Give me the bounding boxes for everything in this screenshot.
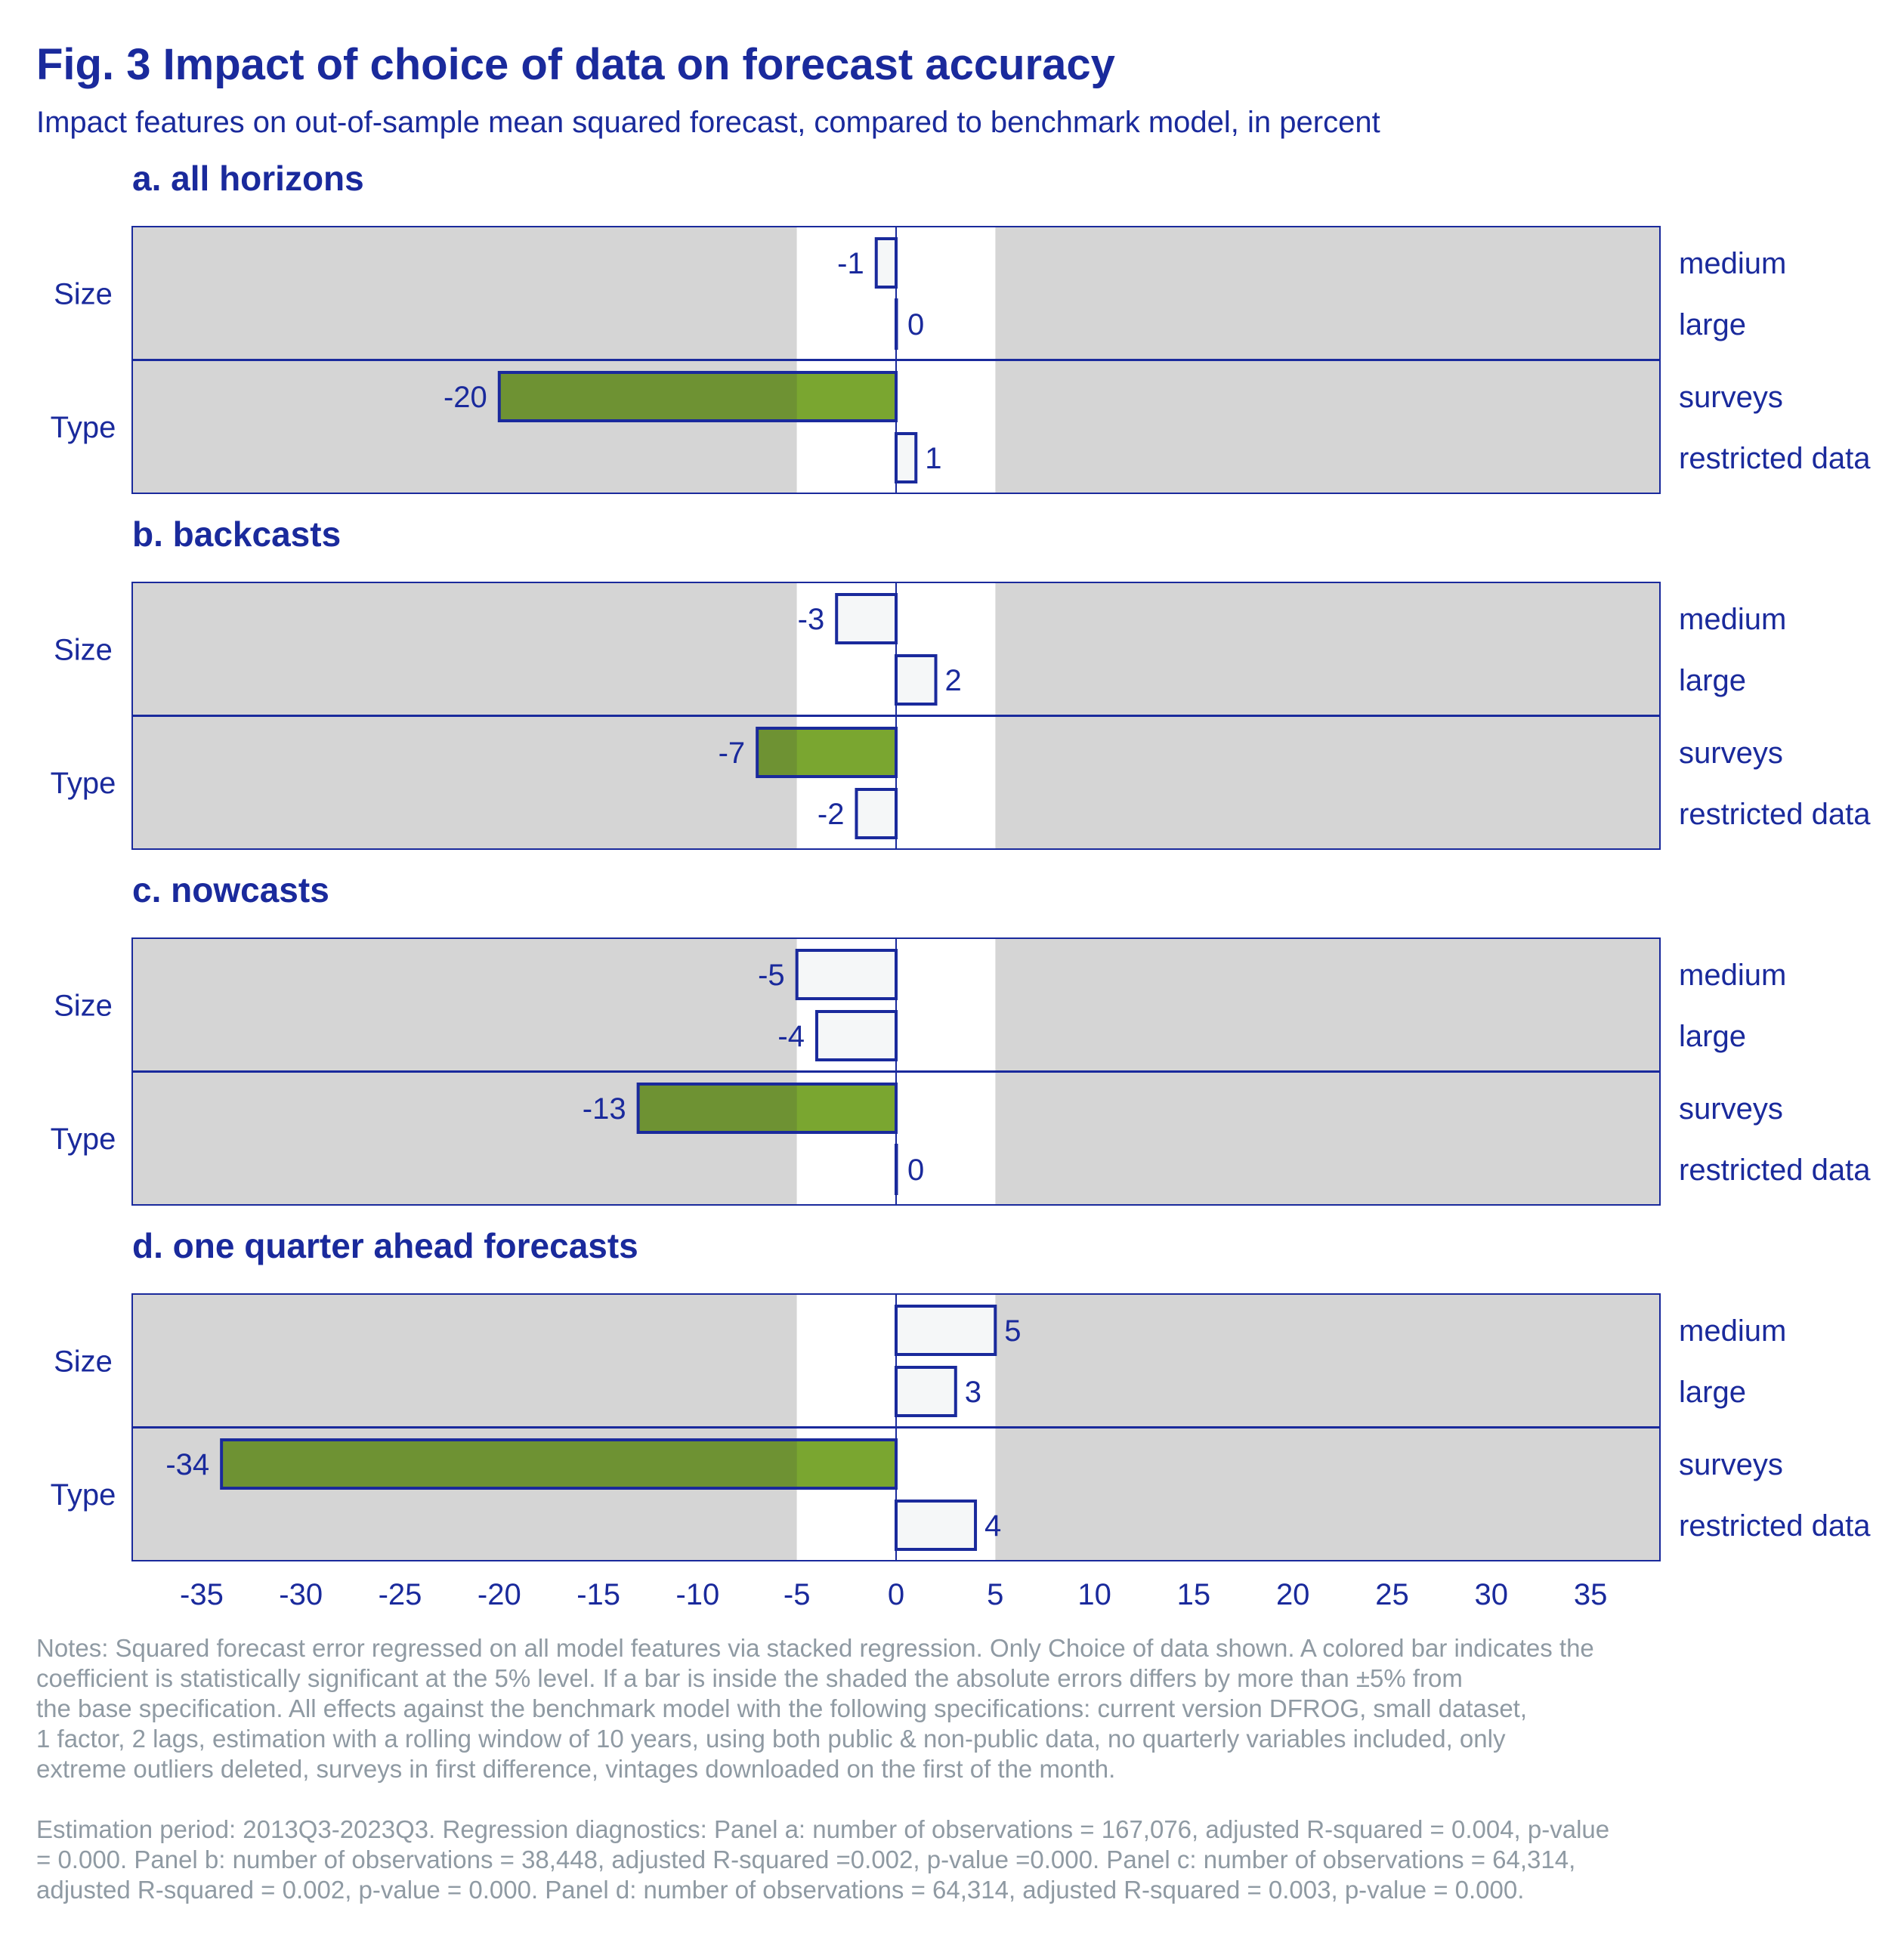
figure-title: Fig. 3 Impact of choice of data on forec… (36, 40, 1115, 89)
x-tick-label: 0 (888, 1578, 904, 1611)
group-label-type: Type (51, 411, 116, 444)
panel-d: d. one quarter ahead forecasts 53 -34 4 Size… (51, 1226, 1871, 1561)
notes-line: coefficient is statistically significant… (36, 1664, 1463, 1692)
bar-1 (814, 1010, 898, 1061)
category-label: restricted data (1679, 798, 1871, 831)
x-tick-label: -25 (379, 1578, 422, 1611)
data-label: -1 (837, 247, 864, 280)
estimation-line: adjusted R-squared = 0.002, p-value = 0.… (36, 1876, 1525, 1904)
data-label: -5 (758, 959, 785, 992)
category-label: medium (1679, 1314, 1786, 1348)
data-label: -3 (798, 603, 825, 636)
figure-subtitle: Impact features on out-of-sample mean sq… (36, 106, 1380, 139)
data-label: -2 (818, 798, 845, 831)
category-label: large (1679, 1376, 1746, 1409)
data-label: 4 (984, 1509, 1001, 1543)
bar-shade-overlay (759, 730, 797, 775)
x-axis: -35 -30 -25 -20 -15 -10 -5 0 5 10 15 20 25 30 35 (180, 1578, 1607, 1611)
x-tick-label: -35 (180, 1578, 224, 1611)
bar-3 (855, 788, 898, 839)
notes: Notes: Squared forecast error regressed … (36, 1633, 1880, 1784)
notes-line: the base specification. All effects agai… (36, 1694, 1528, 1722)
group-label-size: Size (54, 633, 113, 666)
group-label-type: Type (51, 1123, 116, 1156)
data-label: -4 (777, 1020, 805, 1053)
data-label: 0 (907, 308, 924, 341)
x-tick-label: -15 (576, 1578, 620, 1611)
data-label: -34 (165, 1448, 209, 1481)
panel-title: a. all horizons (132, 159, 364, 198)
x-tick-label: 5 (987, 1578, 1003, 1611)
estimation-line: Estimation period: 2013Q3-2023Q3. Regres… (36, 1815, 1610, 1843)
data-label: -7 (719, 737, 746, 770)
estimation-notes: Estimation period: 2013Q3-2023Q3. Regres… (36, 1815, 1880, 1905)
x-tick-label: -30 (279, 1578, 323, 1611)
bar-shade-overlay (223, 1441, 797, 1487)
category-label: surveys (1679, 1092, 1783, 1126)
group-label-size: Size (54, 989, 113, 1022)
notes-line: 1 factor, 2 lags, estimation with a roll… (36, 1725, 1506, 1753)
x-tick-label: 35 (1574, 1578, 1608, 1611)
bar-1 (895, 1366, 957, 1417)
group-label-type: Type (51, 767, 116, 800)
bar-2 (497, 371, 898, 422)
category-label: medium (1679, 959, 1786, 992)
notes-line: extreme outliers deleted, surveys in fir… (36, 1755, 1116, 1783)
panel-b: b. backcasts -3 2 -7 -2 Size medium large Type su… (51, 514, 1871, 850)
group-label-type: Type (51, 1478, 116, 1512)
x-tick-label: 10 (1077, 1578, 1111, 1611)
x-tick-label: 25 (1375, 1578, 1409, 1611)
data-label: 5 (1004, 1314, 1021, 1348)
x-tick-label: 30 (1475, 1578, 1509, 1611)
x-tick-label: -5 (784, 1578, 811, 1611)
x-tick-label: -20 (478, 1578, 521, 1611)
category-label: medium (1679, 247, 1786, 280)
notes-line: Notes: Squared forecast error regressed … (36, 1634, 1594, 1662)
bar-0 (795, 949, 898, 1000)
bar-1 (895, 654, 938, 706)
category-label: large (1679, 308, 1746, 341)
panel-title: b. backcasts (132, 514, 341, 554)
x-tick-label: 15 (1177, 1578, 1211, 1611)
bar-shade-overlay (639, 1086, 797, 1131)
panel-a: a. all horizons -1 0 -20 1 Size medium large Typ… (51, 159, 1871, 494)
group-label-size: Size (54, 1345, 113, 1378)
category-label: restricted data (1679, 1154, 1871, 1187)
bar-2 (756, 727, 898, 778)
category-label: restricted data (1679, 1509, 1871, 1543)
bar-0 (895, 1305, 997, 1356)
data-label: -20 (444, 381, 487, 414)
bar-3 (895, 432, 918, 483)
x-tick-label: 20 (1276, 1578, 1310, 1611)
category-label: surveys (1679, 737, 1783, 770)
panel-c: c. nowcasts -5 -4 -13 0 Size medium large Type su… (51, 870, 1871, 1206)
bar-0 (835, 593, 898, 644)
estimation-line: = 0.000. Panel b: number of observations… (36, 1846, 1576, 1873)
data-label: 1 (925, 442, 941, 475)
x-tick-label: -10 (675, 1578, 719, 1611)
category-label: surveys (1679, 381, 1783, 414)
panel-title: c. nowcasts (132, 870, 329, 910)
category-label: large (1679, 664, 1746, 697)
bar-0 (874, 237, 898, 289)
data-label: 3 (965, 1376, 981, 1409)
bar-shade-overlay (500, 374, 797, 419)
data-label: 0 (907, 1154, 924, 1187)
data-label: -13 (583, 1092, 626, 1126)
group-label-size: Size (54, 277, 113, 310)
data-label: 2 (945, 664, 962, 697)
category-label: medium (1679, 603, 1786, 636)
category-label: restricted data (1679, 442, 1871, 475)
bar-2 (220, 1438, 898, 1490)
category-label: surveys (1679, 1448, 1783, 1481)
panel-title: d. one quarter ahead forecasts (132, 1226, 638, 1265)
category-label: large (1679, 1020, 1746, 1053)
bar-3 (895, 1500, 978, 1551)
